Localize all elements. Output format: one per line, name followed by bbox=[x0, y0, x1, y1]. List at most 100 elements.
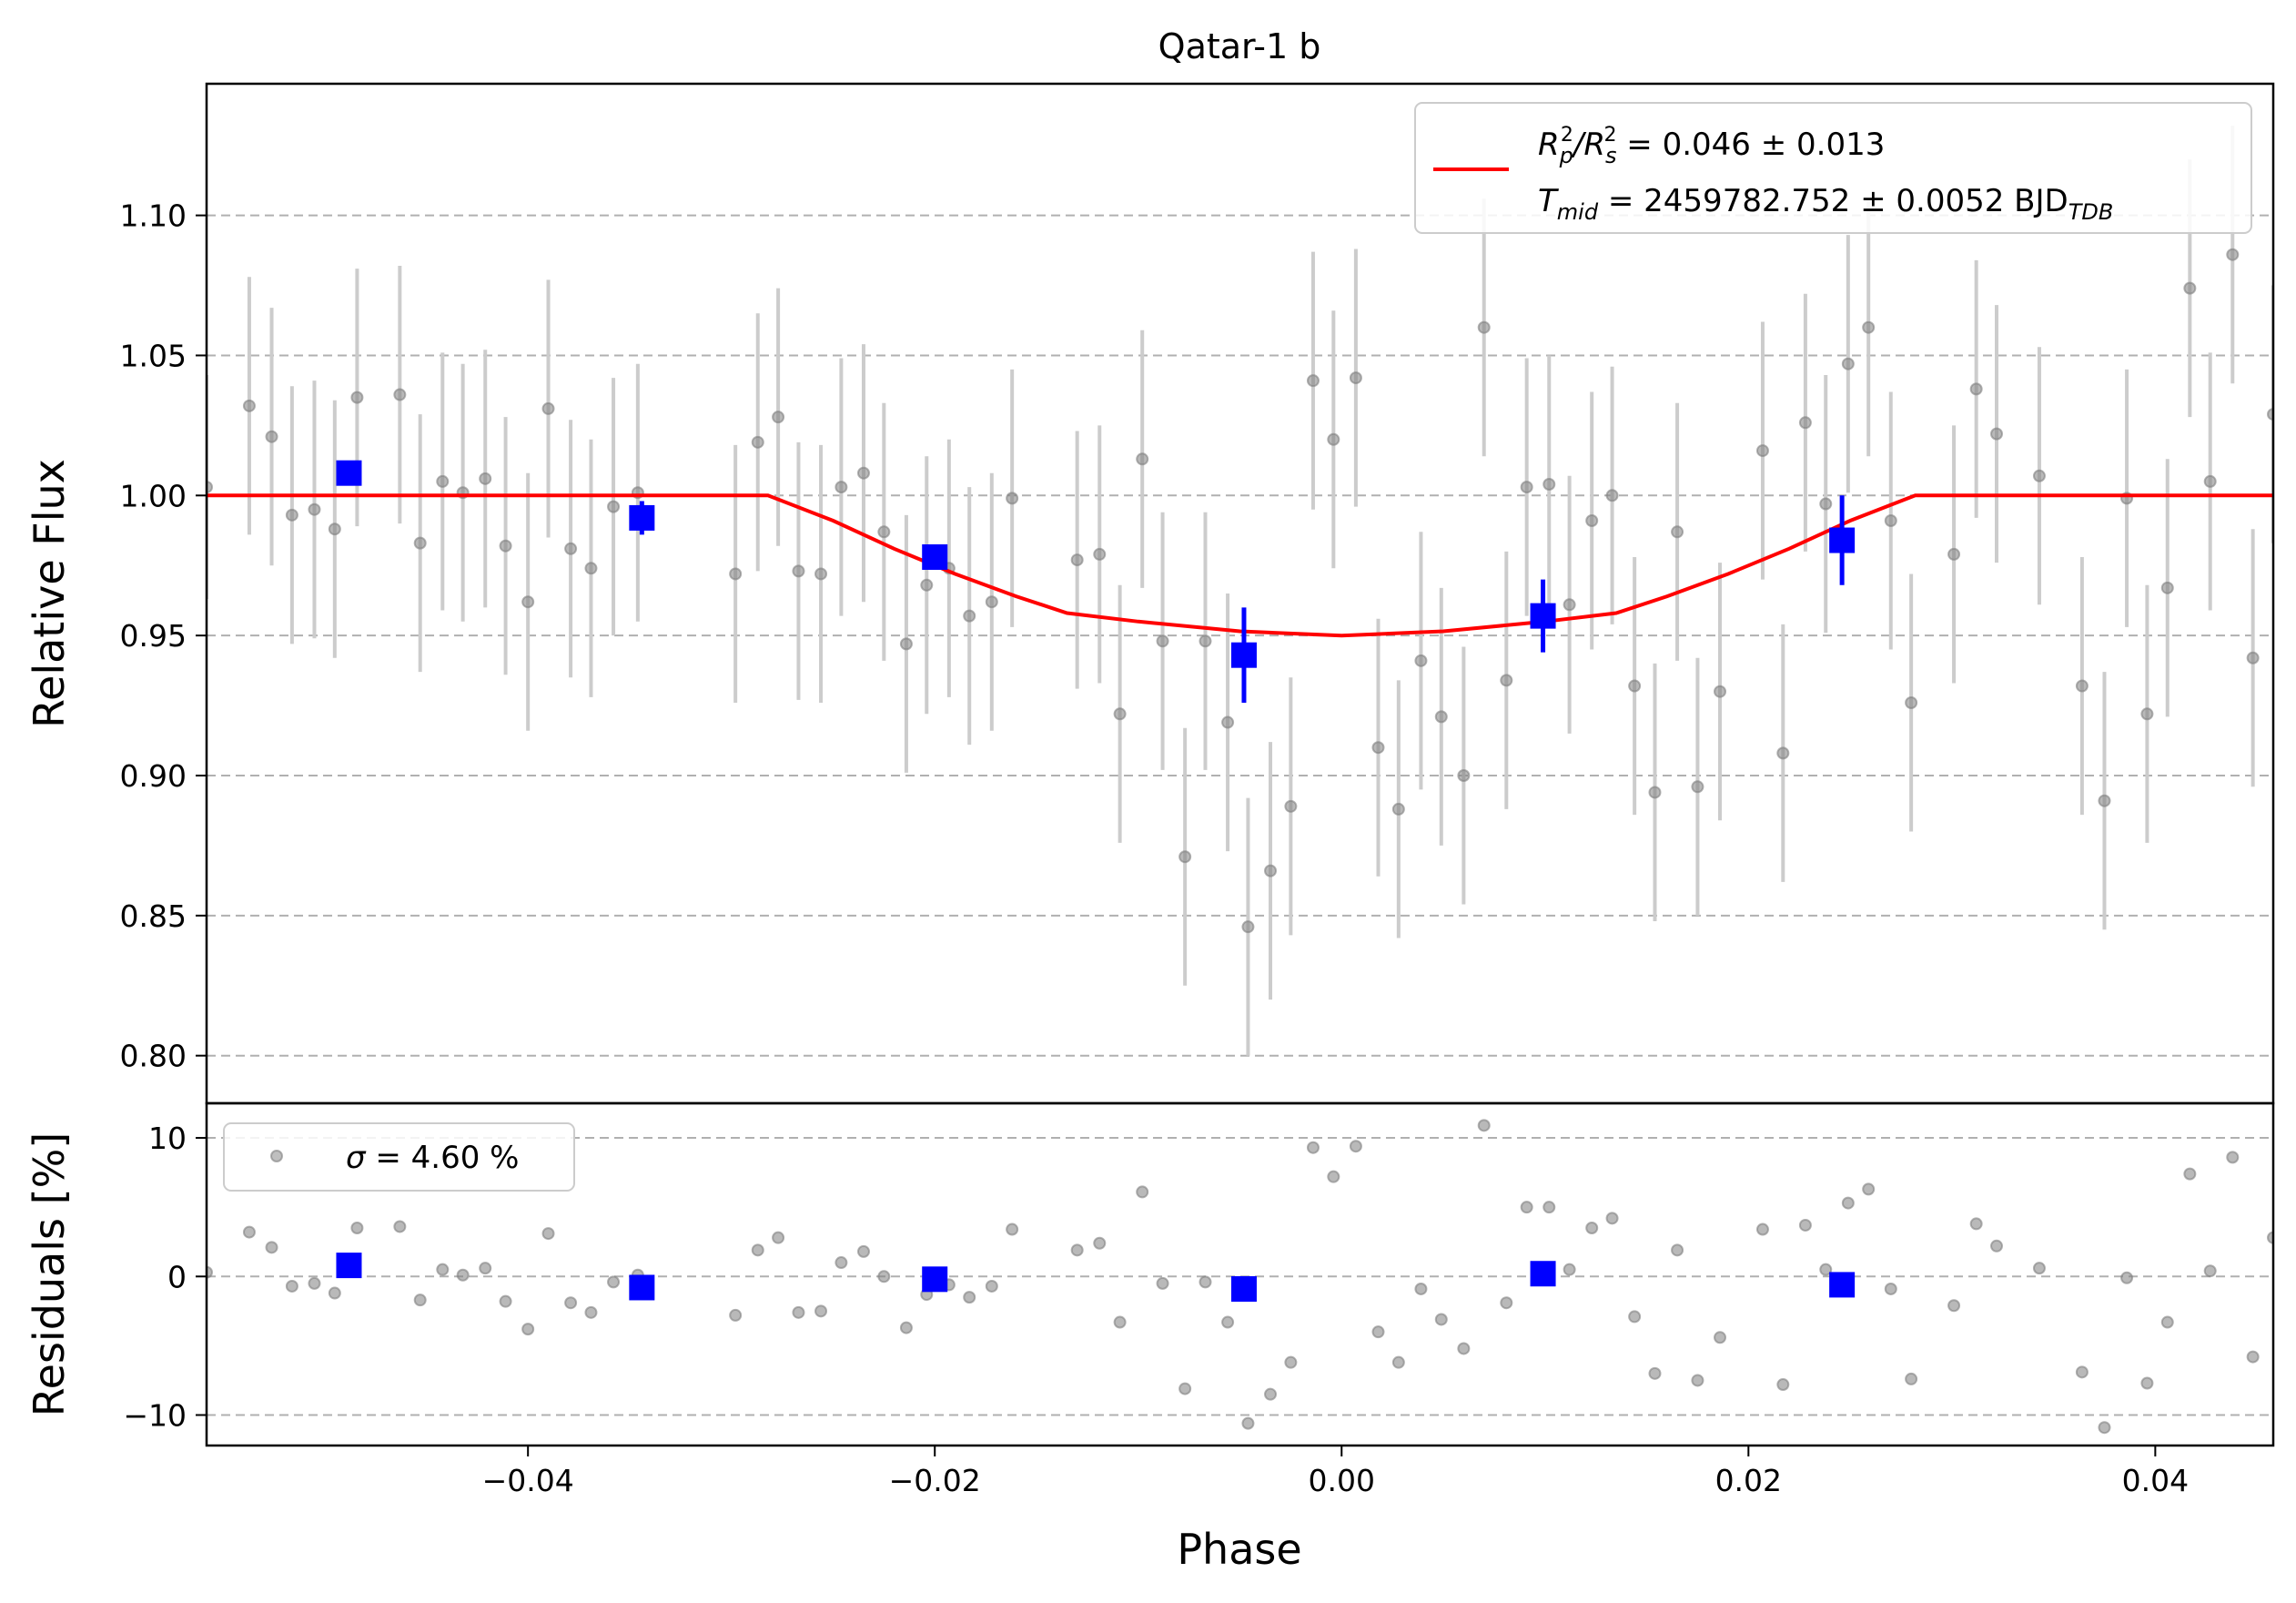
residual-point bbox=[772, 1231, 785, 1244]
residual-point bbox=[1691, 1374, 1704, 1387]
raw-point bbox=[1671, 525, 1684, 539]
residual-point bbox=[265, 1241, 278, 1254]
raw-point bbox=[1605, 489, 1619, 502]
raw-point bbox=[285, 508, 298, 522]
top-y-tick-label: 0.95 bbox=[120, 618, 187, 654]
residual-point bbox=[1284, 1355, 1298, 1369]
raw-point bbox=[729, 567, 743, 581]
raw-point bbox=[207, 481, 213, 494]
raw-point bbox=[1006, 492, 1019, 505]
residual-point bbox=[729, 1308, 743, 1322]
binned-residual-point bbox=[629, 1274, 655, 1301]
residual-point bbox=[899, 1321, 913, 1334]
residual-point bbox=[1520, 1201, 1533, 1214]
residual-point bbox=[584, 1305, 598, 1319]
raw-point bbox=[1500, 674, 1513, 687]
top-y-tick-label: 0.80 bbox=[120, 1039, 187, 1074]
raw-point bbox=[920, 578, 934, 592]
raw-point bbox=[1349, 371, 1362, 385]
binned-residual-point bbox=[922, 1266, 948, 1293]
residual-point bbox=[328, 1286, 341, 1300]
residual-point bbox=[308, 1276, 321, 1290]
residual-point bbox=[985, 1279, 998, 1293]
legend-tmid-label: Tmid = 2459782.752 ± 0.0052 BJDTDB bbox=[1538, 183, 2113, 225]
x-tick-label: −0.02 bbox=[889, 1463, 981, 1498]
chart-title: Qatar-1 b bbox=[1158, 26, 1321, 66]
raw-point bbox=[607, 500, 621, 513]
top-y-tick-label: 1.00 bbox=[120, 478, 187, 513]
raw-point bbox=[413, 536, 427, 550]
raw-point bbox=[1327, 432, 1340, 446]
raw-point bbox=[1371, 741, 1385, 755]
raw-point bbox=[564, 542, 578, 555]
residual-point bbox=[751, 1243, 764, 1257]
raw-point bbox=[499, 539, 512, 553]
raw-point bbox=[1156, 634, 1169, 648]
bottom-y-tick-label: −10 bbox=[123, 1398, 187, 1434]
raw-point bbox=[1264, 864, 1278, 878]
residual-point bbox=[1457, 1342, 1471, 1355]
residual-point bbox=[856, 1244, 870, 1258]
top-y-tick-label: 0.85 bbox=[120, 898, 187, 934]
raw-point bbox=[856, 466, 870, 480]
x-tick-label: 0.00 bbox=[1309, 1463, 1375, 1498]
raw-point bbox=[792, 564, 805, 578]
residual-point bbox=[1093, 1236, 1107, 1250]
x-tick-label: 0.04 bbox=[2122, 1463, 2189, 1498]
binned-residual-point bbox=[1530, 1261, 1556, 1287]
residual-point bbox=[285, 1279, 298, 1293]
residual-point bbox=[1841, 1196, 1855, 1210]
top-y-axis: 0.80 0.85 0.90 0.95 1.00 1.05 1.10 bbox=[120, 198, 207, 1074]
raw-point bbox=[2203, 474, 2217, 488]
residual-point bbox=[413, 1294, 427, 1307]
raw-point bbox=[1648, 786, 1662, 799]
raw-point bbox=[541, 401, 555, 415]
residual-point bbox=[350, 1222, 364, 1235]
raw-point bbox=[1241, 920, 1255, 934]
residual-point bbox=[456, 1268, 470, 1282]
residual-point bbox=[1391, 1355, 1405, 1369]
residual-point bbox=[2183, 1167, 2197, 1181]
raw-point bbox=[1434, 710, 1448, 724]
raw-point bbox=[2267, 408, 2273, 421]
bottom-legend-box bbox=[223, 1122, 575, 1192]
residual-point bbox=[1947, 1299, 1961, 1313]
bottom-plot-area bbox=[207, 1119, 2273, 1435]
raw-point bbox=[1776, 746, 1790, 760]
transit-model-line bbox=[207, 493, 2273, 638]
residual-point bbox=[393, 1220, 407, 1233]
raw-point bbox=[1862, 320, 1876, 334]
residual-point bbox=[1264, 1387, 1278, 1401]
residual-point bbox=[436, 1263, 450, 1276]
y-axis-label-residuals: Residuals [%] bbox=[25, 1132, 74, 1416]
residual-point bbox=[792, 1305, 805, 1319]
residual-point bbox=[1477, 1119, 1491, 1132]
residual-point bbox=[1221, 1315, 1235, 1329]
residual-point bbox=[1500, 1296, 1513, 1310]
residual-point bbox=[1542, 1201, 1556, 1214]
raw-point bbox=[265, 430, 278, 443]
binned-point bbox=[922, 544, 948, 570]
raw-point bbox=[1542, 478, 1556, 491]
residual-point bbox=[1327, 1170, 1340, 1183]
top-gridlines bbox=[207, 214, 2273, 1057]
residual-point bbox=[1070, 1243, 1084, 1257]
binned-point bbox=[336, 460, 362, 486]
raw-point bbox=[814, 567, 828, 581]
residual-point bbox=[1628, 1310, 1642, 1324]
raw-point bbox=[2098, 794, 2111, 807]
raw-point bbox=[1221, 715, 1235, 729]
residual-point bbox=[1969, 1217, 1983, 1231]
residual-point bbox=[1563, 1263, 1576, 1276]
raw-point bbox=[877, 525, 891, 539]
raw-point bbox=[2160, 581, 2174, 594]
binned-residual-point bbox=[1829, 1272, 1856, 1298]
binned-point bbox=[629, 504, 655, 531]
bottom-y-tick-label: 0 bbox=[167, 1259, 187, 1294]
bottom-gridlines bbox=[207, 1137, 2273, 1416]
residual-point bbox=[877, 1270, 891, 1283]
raw-point bbox=[242, 399, 256, 412]
x-axis-label: Phase bbox=[1177, 1525, 1301, 1574]
raw-point bbox=[328, 522, 341, 536]
raw-point bbox=[1178, 850, 1192, 864]
